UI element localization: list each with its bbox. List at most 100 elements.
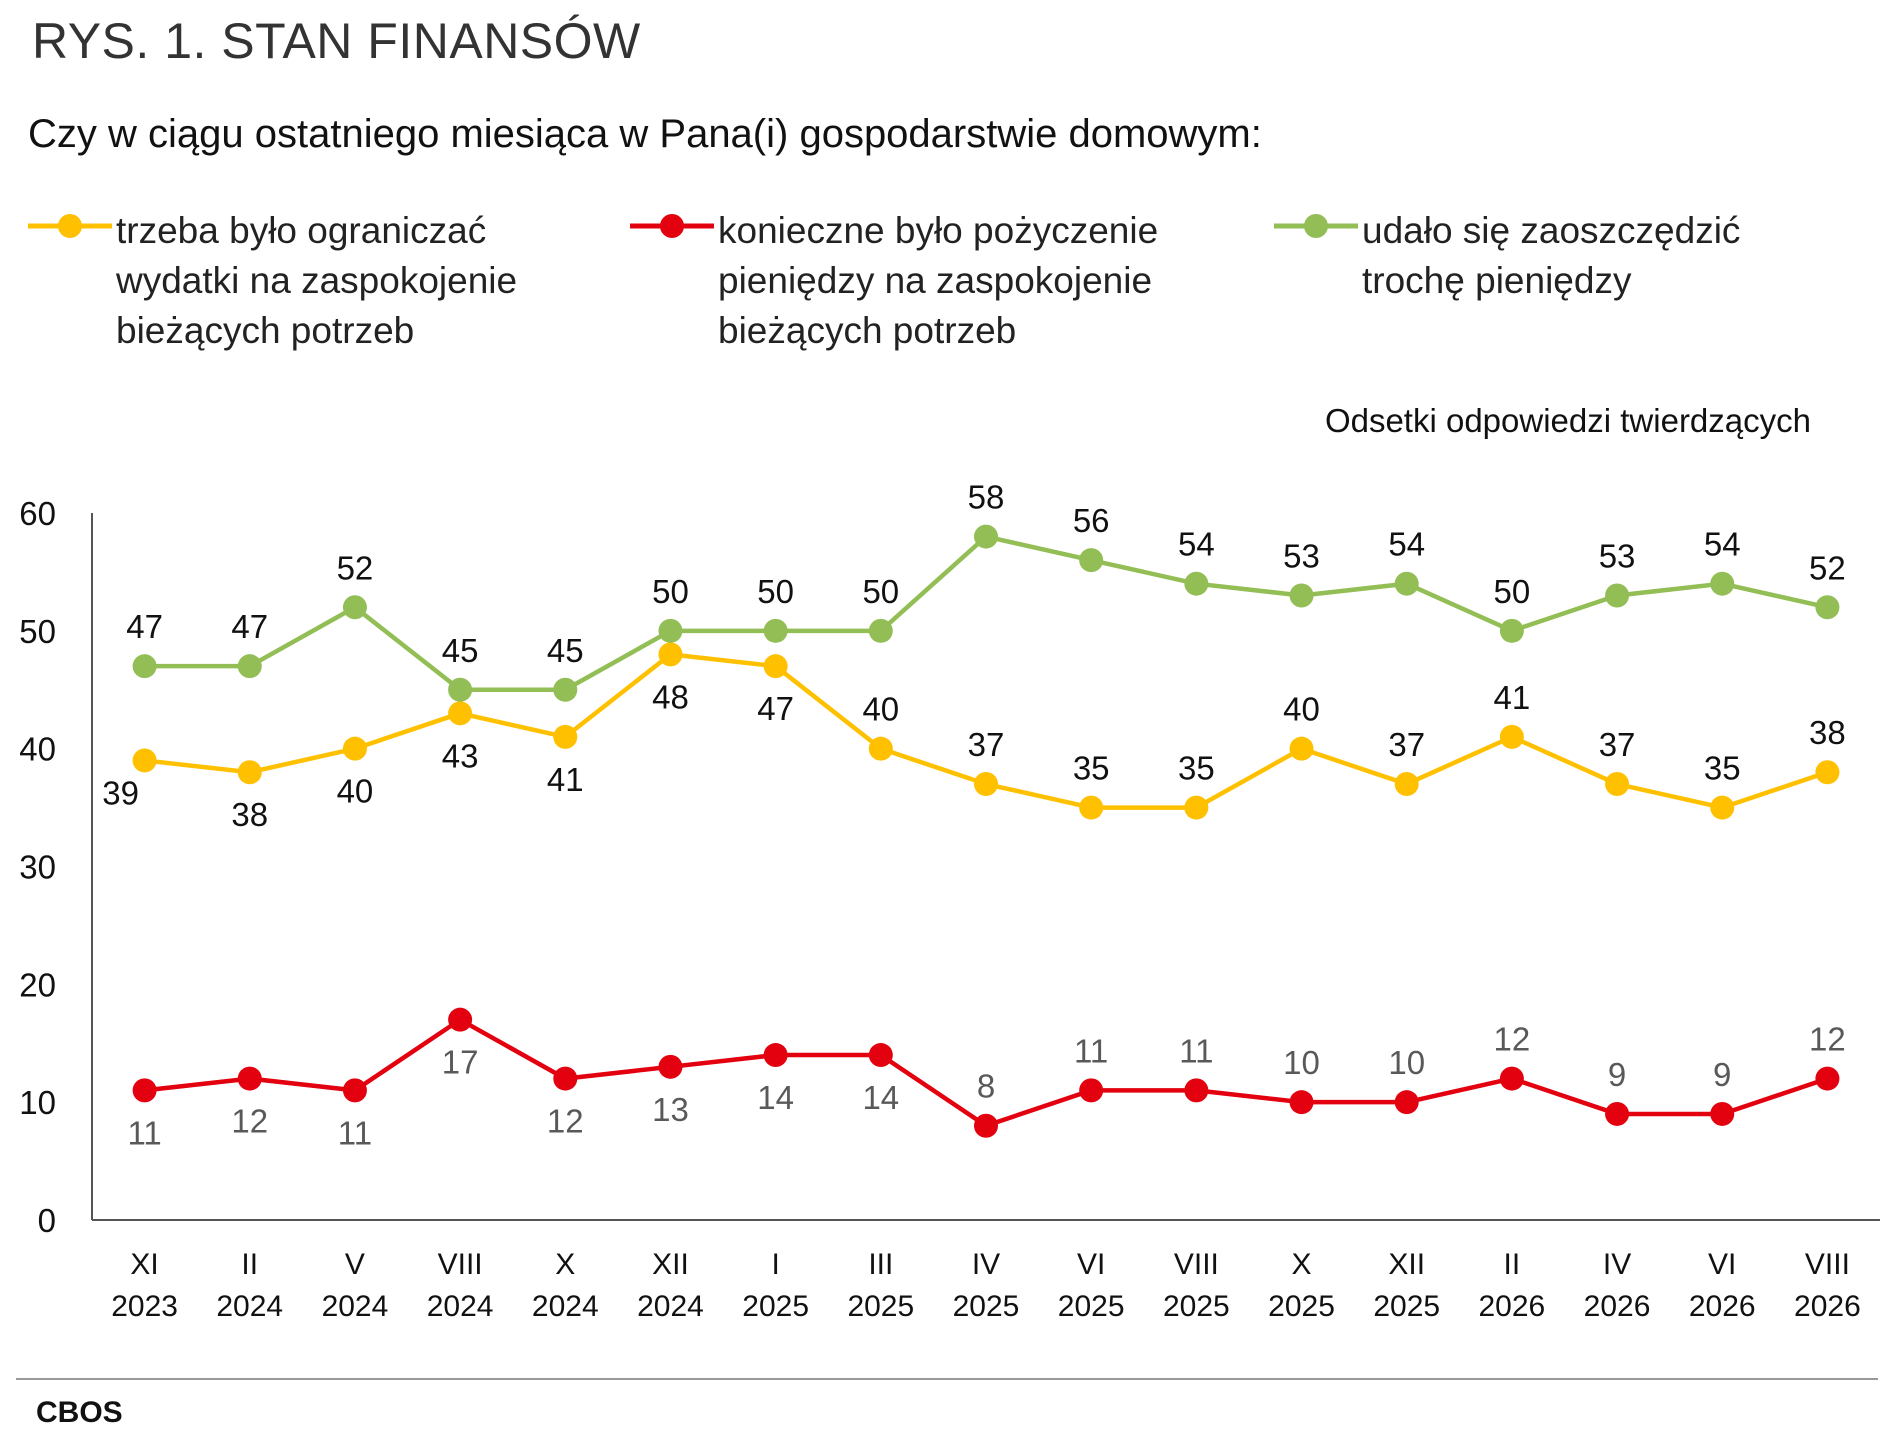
data-label: 35 bbox=[1073, 750, 1110, 787]
data-point bbox=[1605, 772, 1630, 797]
x-tick-label-year: 2026 bbox=[1584, 1290, 1651, 1323]
data-point bbox=[1079, 1078, 1104, 1103]
x-tick-label-year: 2026 bbox=[1689, 1290, 1756, 1323]
chart-subtitle: Czy w ciągu ostatniego miesiąca w Pana(i… bbox=[28, 112, 1262, 156]
data-point bbox=[1184, 1078, 1209, 1103]
data-point bbox=[342, 736, 367, 761]
unit-note: Odsetki odpowiedzi twierdzących bbox=[1324, 402, 1811, 439]
data-label: 53 bbox=[1283, 537, 1320, 574]
data-label: 8 bbox=[977, 1068, 995, 1105]
legend-marker-yellow-icon bbox=[28, 214, 112, 238]
data-point bbox=[1815, 760, 1840, 785]
x-tick-label-month: VIII bbox=[1174, 1248, 1219, 1281]
data-point bbox=[132, 1078, 157, 1103]
data-label: 39 bbox=[102, 774, 139, 811]
data-point bbox=[132, 654, 157, 679]
data-point bbox=[1605, 1101, 1630, 1126]
data-label: 9 bbox=[1713, 1056, 1731, 1093]
data-point bbox=[342, 1078, 367, 1103]
data-point bbox=[1289, 583, 1314, 608]
x-tick-label-year: 2023 bbox=[111, 1290, 178, 1323]
data-label: 11 bbox=[1074, 1032, 1108, 1069]
data-label: 12 bbox=[1494, 1021, 1531, 1058]
data-label: 54 bbox=[1704, 526, 1741, 563]
data-point bbox=[658, 618, 683, 643]
x-tick-label-month: VIII bbox=[438, 1248, 483, 1281]
data-point bbox=[1289, 736, 1314, 761]
data-point bbox=[974, 524, 998, 549]
data-label: 50 bbox=[862, 573, 899, 610]
data-point bbox=[132, 748, 157, 773]
data-label: 12 bbox=[1809, 1021, 1846, 1058]
data-label: 52 bbox=[337, 549, 374, 586]
x-tick-label-year: 2026 bbox=[1479, 1290, 1546, 1323]
data-label: 10 bbox=[1283, 1044, 1320, 1081]
data-point bbox=[1815, 595, 1840, 620]
data-label: 50 bbox=[757, 573, 794, 610]
x-tick-label-month: VI bbox=[1708, 1248, 1736, 1281]
x-tick-label-month: VI bbox=[1077, 1248, 1105, 1281]
data-point bbox=[1079, 548, 1104, 573]
data-point bbox=[1710, 571, 1735, 596]
data-label: 17 bbox=[442, 1044, 479, 1081]
data-point bbox=[1394, 1090, 1419, 1115]
y-tick-label: 60 bbox=[19, 495, 56, 532]
data-label: 35 bbox=[1704, 750, 1741, 787]
x-tick-label-month: XII bbox=[1388, 1248, 1425, 1281]
data-label: 40 bbox=[862, 691, 899, 728]
legend-label-green: udało się zaoszczędzić trochę pieniędzy bbox=[1362, 210, 1741, 301]
data-point bbox=[553, 1066, 578, 1091]
data-label: 10 bbox=[1388, 1044, 1425, 1081]
y-tick-label: 50 bbox=[19, 613, 56, 650]
legend-item-red: konieczne było pożyczenie pieniędzy na z… bbox=[626, 206, 1188, 356]
data-point bbox=[1710, 1101, 1735, 1126]
data-point bbox=[868, 1043, 893, 1068]
x-tick-label-year: 2024 bbox=[637, 1290, 704, 1323]
data-point bbox=[237, 760, 262, 785]
data-point bbox=[1499, 724, 1524, 749]
y-tick-label: 10 bbox=[19, 1084, 56, 1121]
data-label: 41 bbox=[547, 761, 584, 798]
data-label: 54 bbox=[1178, 526, 1215, 563]
data-point bbox=[763, 654, 788, 679]
x-tick-label-month: V bbox=[345, 1248, 365, 1281]
x-tick-label-month: III bbox=[868, 1248, 893, 1281]
x-tick-label-year: 2026 bbox=[1794, 1290, 1861, 1323]
data-label: 37 bbox=[968, 726, 1005, 763]
data-label: 56 bbox=[1073, 502, 1110, 539]
series-line-2 bbox=[144, 534, 1828, 692]
x-tick-label-month: XII bbox=[652, 1248, 689, 1281]
x-tick-label-year: 2025 bbox=[953, 1290, 1020, 1323]
x-tick-label-year: 2024 bbox=[427, 1290, 494, 1323]
legend-marker-red-icon bbox=[630, 214, 714, 238]
data-label: 40 bbox=[337, 773, 374, 810]
x-tick-label-month: VIII bbox=[1805, 1248, 1850, 1281]
data-label: 50 bbox=[1494, 573, 1531, 610]
data-label: 53 bbox=[1599, 537, 1636, 574]
y-tick-label: 0 bbox=[38, 1202, 56, 1239]
x-tick-label-month: II bbox=[241, 1248, 258, 1281]
data-label: 11 bbox=[338, 1114, 372, 1151]
data-point bbox=[342, 595, 367, 620]
data-point bbox=[763, 618, 788, 643]
x-tick-label-month: IV bbox=[1603, 1248, 1631, 1281]
data-point bbox=[868, 736, 893, 761]
data-point bbox=[1184, 795, 1209, 820]
data-point bbox=[974, 1113, 998, 1138]
x-tick-label-year: 2025 bbox=[847, 1290, 914, 1323]
data-label: 9 bbox=[1608, 1056, 1626, 1093]
legend-item-green: udało się zaoszczędzić trochę pieniędzy bbox=[1270, 206, 1832, 306]
data-label: 37 bbox=[1599, 726, 1636, 763]
data-label: 47 bbox=[126, 608, 163, 645]
data-point bbox=[237, 654, 262, 679]
data-label: 41 bbox=[1494, 679, 1531, 716]
data-point bbox=[1394, 772, 1419, 797]
data-label: 43 bbox=[442, 737, 479, 774]
x-tick-label-year: 2025 bbox=[1268, 1290, 1335, 1323]
x-tick-label-month: XI bbox=[130, 1248, 158, 1281]
data-label: 38 bbox=[231, 796, 268, 833]
data-point bbox=[1499, 1066, 1524, 1091]
x-tick-label-month: X bbox=[555, 1248, 575, 1281]
data-label: 52 bbox=[1809, 549, 1846, 586]
data-point bbox=[1605, 583, 1630, 608]
